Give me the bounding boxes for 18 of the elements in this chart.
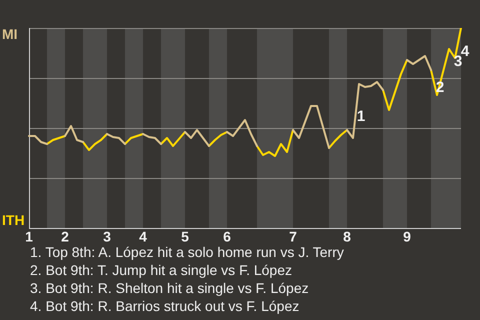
x-tick-label: 9 (403, 228, 412, 244)
annotation: 1 (356, 108, 366, 125)
text: 2. Bot 9th: T. Jump hit a single vs F. López (30, 261, 293, 279)
x-tick-label: 1 (25, 228, 34, 244)
text: ITH (2, 212, 25, 228)
text: 3. Bot 9th: R. Shelton hit a single vs F. López (30, 279, 310, 297)
annotation: 4 (460, 43, 470, 60)
x-tick-label: 4 (139, 228, 148, 244)
text: MI (2, 26, 18, 42)
x-tick-label: 5 (181, 228, 190, 244)
annotation: 3 (454, 53, 462, 70)
text: 4. Bot 9th: R. Barrios struck out vs F. López (30, 297, 300, 315)
x-tick-label: 8 (343, 228, 352, 244)
x-tick-label: 6 (223, 228, 232, 244)
text: 1. Top 8th: A. López hit a solo home run vs J. Terry (30, 243, 344, 261)
x-tick-label: 7 (289, 228, 298, 244)
x-tick-label: 3 (103, 228, 112, 244)
x-tick-label: 2 (61, 228, 70, 244)
